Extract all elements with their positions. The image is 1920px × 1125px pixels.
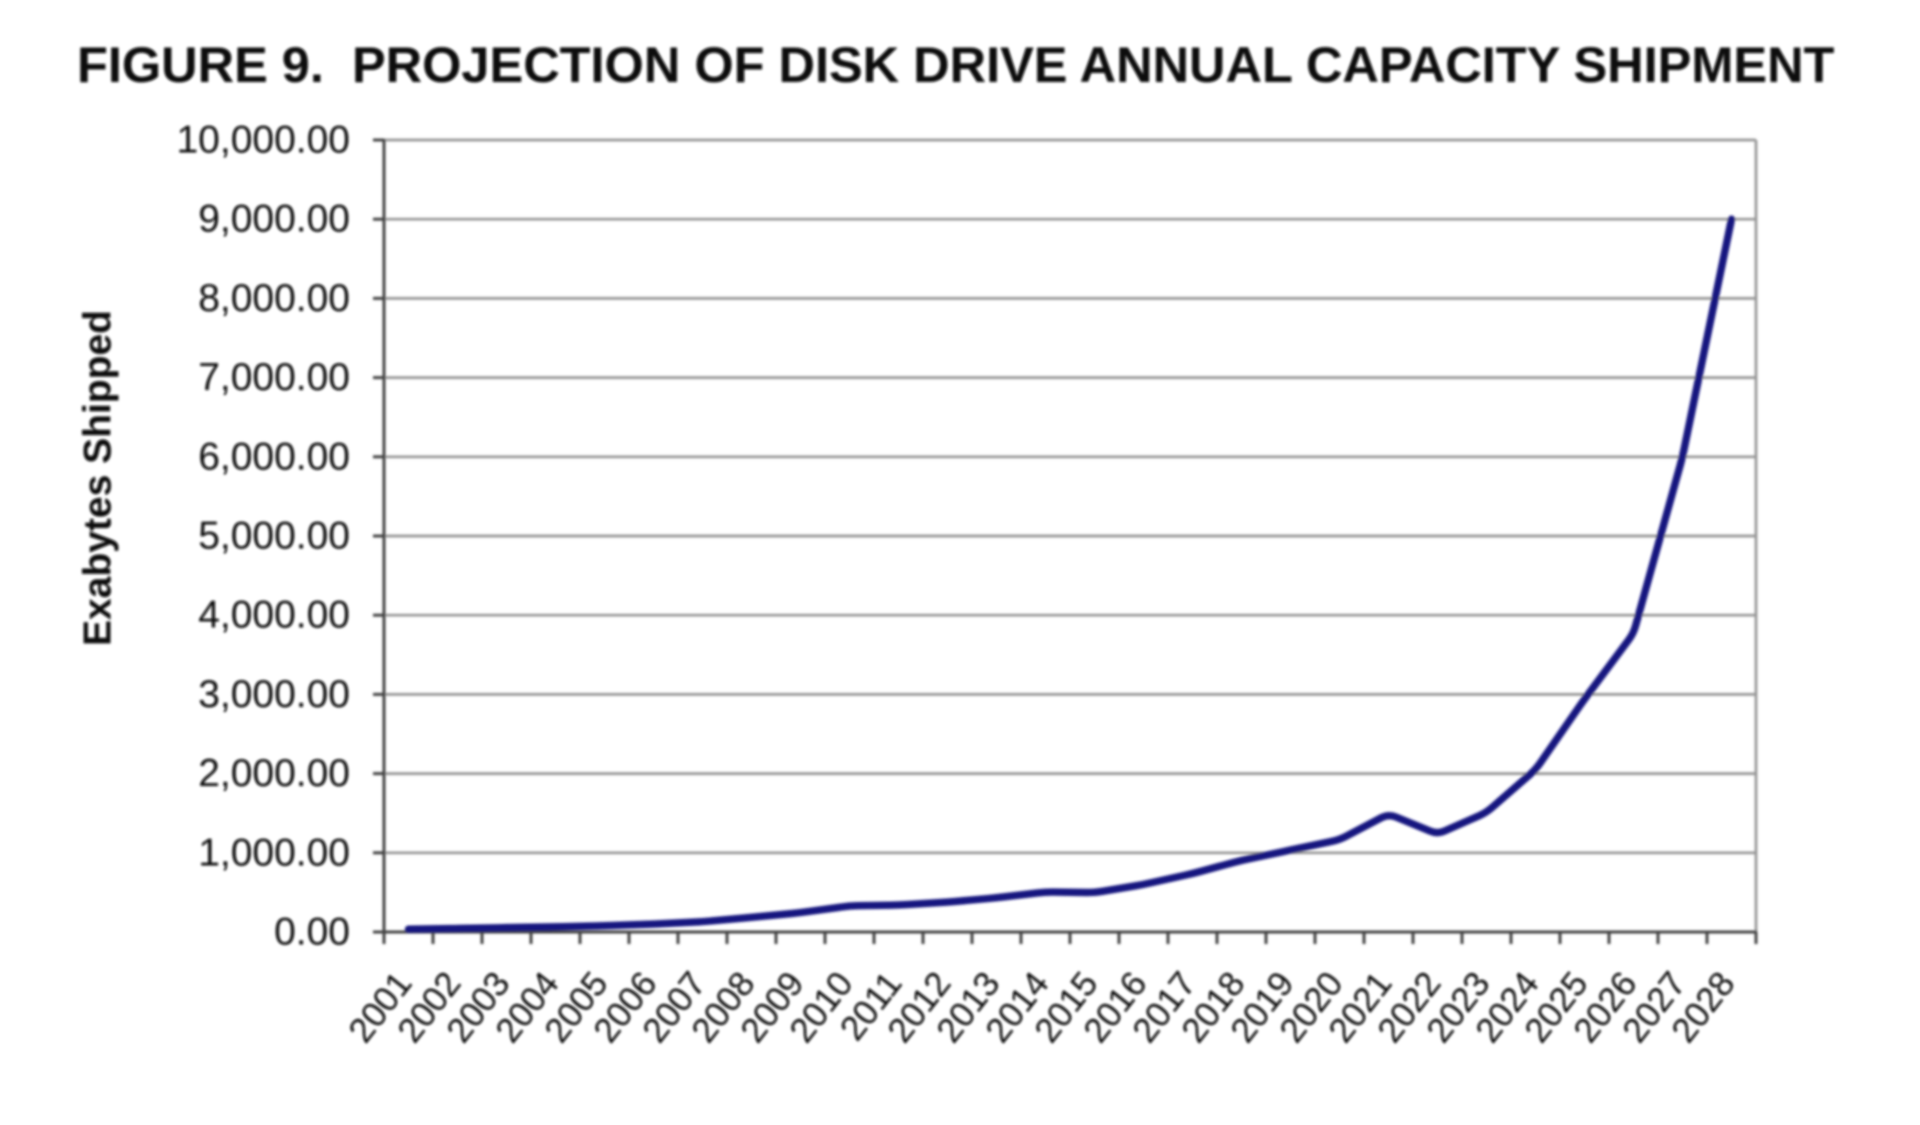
- svg-text:6,000.00: 6,000.00: [198, 435, 350, 478]
- svg-text:3,000.00: 3,000.00: [198, 673, 350, 716]
- svg-text:0.00: 0.00: [274, 911, 350, 954]
- svg-text:Exabytes Shipped: Exabytes Shipped: [77, 310, 120, 646]
- svg-text:FIGURE 9. PROJECTION OF DISK: FIGURE 9. PROJECTION OF DISK DRIVE ANNUA…: [77, 36, 1835, 93]
- svg-text:8,000.00: 8,000.00: [198, 277, 350, 320]
- svg-text:2,000.00: 2,000.00: [198, 752, 350, 795]
- svg-text:4,000.00: 4,000.00: [198, 594, 350, 637]
- svg-text:7,000.00: 7,000.00: [198, 356, 350, 399]
- svg-text:10,000.00: 10,000.00: [176, 119, 350, 162]
- svg-text:1,000.00: 1,000.00: [198, 831, 350, 874]
- svg-text:5,000.00: 5,000.00: [198, 515, 350, 558]
- svg-text:9,000.00: 9,000.00: [198, 198, 350, 241]
